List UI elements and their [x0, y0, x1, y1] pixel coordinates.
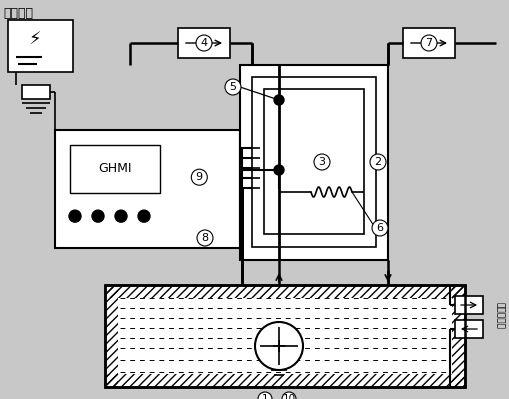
Bar — [55, 130, 240, 248]
Bar — [178, 28, 230, 58]
Bar — [240, 65, 388, 260]
Text: 市电供电: 市电供电 — [3, 7, 33, 20]
Text: GHMI: GHMI — [98, 162, 132, 176]
Text: 8: 8 — [202, 233, 209, 243]
Bar — [70, 145, 160, 193]
Circle shape — [197, 230, 213, 246]
Bar — [455, 296, 483, 314]
Circle shape — [372, 220, 388, 236]
Circle shape — [274, 165, 284, 175]
Bar — [22, 85, 50, 99]
Text: 7: 7 — [426, 38, 433, 48]
Text: 接冷却装置: 接冷却装置 — [495, 302, 504, 328]
Bar — [252, 77, 376, 247]
Circle shape — [115, 210, 127, 222]
Bar — [105, 285, 465, 298]
Bar — [105, 285, 465, 387]
Circle shape — [258, 392, 272, 399]
Bar — [105, 285, 118, 387]
Text: 4: 4 — [201, 38, 208, 48]
Text: 2: 2 — [375, 157, 382, 167]
Bar — [264, 89, 364, 234]
Bar — [403, 28, 455, 58]
Circle shape — [92, 210, 104, 222]
Bar — [105, 285, 465, 387]
Circle shape — [255, 322, 303, 370]
Text: 3: 3 — [319, 157, 325, 167]
Bar — [452, 285, 465, 387]
Circle shape — [314, 154, 330, 170]
Bar — [455, 320, 483, 338]
Circle shape — [274, 95, 284, 105]
Text: +: + — [271, 336, 287, 356]
Circle shape — [196, 35, 212, 51]
Text: 10: 10 — [282, 394, 296, 399]
Circle shape — [138, 210, 150, 222]
Text: 6: 6 — [377, 223, 383, 233]
Text: ⚡: ⚡ — [29, 31, 42, 49]
Circle shape — [282, 392, 296, 399]
Text: 9: 9 — [196, 172, 203, 182]
Text: 1: 1 — [262, 394, 268, 399]
Circle shape — [191, 169, 207, 185]
Circle shape — [69, 210, 81, 222]
Circle shape — [421, 35, 437, 51]
Bar — [8, 20, 73, 72]
Circle shape — [225, 79, 241, 95]
Bar — [105, 374, 465, 387]
Circle shape — [370, 154, 386, 170]
Text: 5: 5 — [230, 82, 237, 92]
